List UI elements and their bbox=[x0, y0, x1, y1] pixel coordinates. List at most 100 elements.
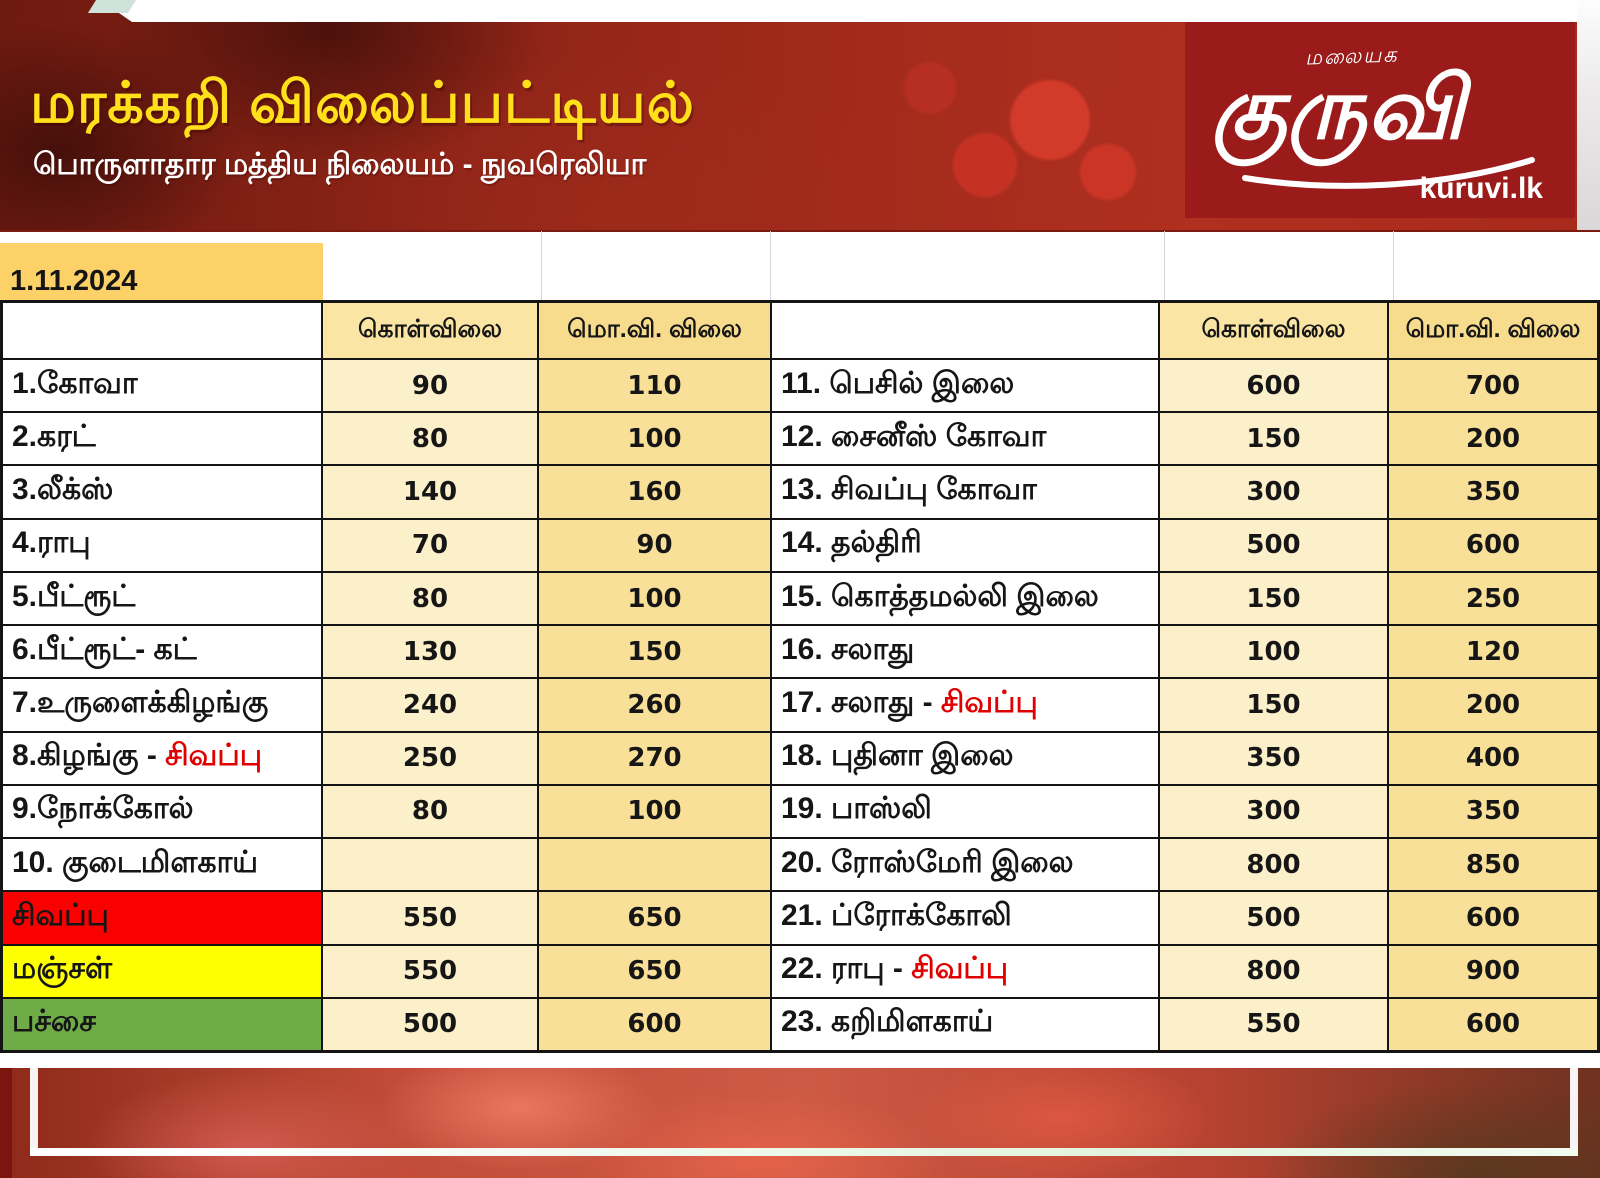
wholesale-price-cell: 260 bbox=[539, 679, 770, 731]
wholesale-price-cell: 400 bbox=[1389, 732, 1597, 784]
buy-price-cell bbox=[323, 839, 537, 891]
buy-price-cell: 500 bbox=[323, 998, 537, 1050]
wholesale-price-cell: 100 bbox=[539, 413, 770, 465]
buy-price-cell: 250 bbox=[323, 732, 537, 784]
buy-price-cell: 80 bbox=[323, 785, 537, 838]
wholesale-price-cell: 850 bbox=[1389, 839, 1597, 891]
item-name-cell: 21. ப்ரோக்கோலி bbox=[772, 892, 1158, 944]
buy-price-cell: 80 bbox=[323, 413, 537, 465]
buy-price-cell: 70 bbox=[323, 519, 537, 571]
right-buy-price-header: கொள்விலை bbox=[1160, 303, 1387, 358]
item-name-cell: 19. பாஸ்லி bbox=[772, 785, 1158, 838]
footer-dark-edge bbox=[0, 1068, 12, 1178]
item-name-cell: 2.கரட் bbox=[3, 413, 321, 465]
item-name-cell: சிவப்பு bbox=[3, 892, 321, 944]
wholesale-price-cell: 90 bbox=[539, 519, 770, 571]
footer-photo-band bbox=[0, 1068, 1600, 1178]
buy-price-cell: 800 bbox=[1160, 839, 1387, 891]
buy-price-cell: 500 bbox=[1160, 892, 1387, 944]
item-name-cell: 1.கோவா bbox=[3, 360, 321, 412]
buy-price-cell: 90 bbox=[323, 360, 537, 412]
logo-site-text: kuruvi.lk bbox=[1419, 172, 1543, 205]
logo-main-text: குருவி bbox=[1211, 58, 1465, 159]
buy-price-cell: 80 bbox=[323, 572, 537, 625]
buy-price-cell: 130 bbox=[323, 626, 537, 678]
page-subtitle: பொருளாதார மத்திய நிலையம் - நுவரெலியா bbox=[33, 148, 647, 181]
item-name-cell: 7.உருளைக்கிழங்கு bbox=[3, 679, 321, 731]
item-name-cell: 9.நோக்கோல் bbox=[3, 785, 321, 838]
wholesale-price-cell: 350 bbox=[1389, 466, 1597, 518]
item-name-cell: 11. பெசில் இலை bbox=[772, 360, 1158, 412]
buy-price-cell: 800 bbox=[1160, 945, 1387, 997]
wholesale-price-cell: 150 bbox=[539, 626, 770, 678]
wholesale-price-cell: 200 bbox=[1389, 679, 1597, 731]
wholesale-price-cell: 350 bbox=[1389, 785, 1597, 838]
left-wholesale-price-header: மொ.வி. விலை bbox=[539, 303, 770, 358]
footer-frame-right bbox=[1570, 1068, 1578, 1156]
buy-price-cell: 300 bbox=[1160, 466, 1387, 518]
wholesale-price-cell: 100 bbox=[539, 572, 770, 625]
buy-price-cell: 550 bbox=[1160, 998, 1387, 1050]
right-header-name-cell bbox=[772, 303, 1158, 358]
top-white-strip bbox=[100, 0, 1600, 22]
grid-guide-line bbox=[1393, 231, 1394, 300]
item-name-cell: 17. சலாது - சிவப்பு bbox=[772, 679, 1158, 731]
item-name-cell: மஞ்சள் bbox=[3, 945, 321, 997]
buy-price-cell: 550 bbox=[323, 945, 537, 997]
date-badge: 1.11.2024 bbox=[0, 243, 323, 302]
wholesale-price-cell: 600 bbox=[1389, 892, 1597, 944]
wholesale-price-cell: 160 bbox=[539, 466, 770, 518]
buy-price-cell: 240 bbox=[323, 679, 537, 731]
wholesale-price-cell: 600 bbox=[1389, 998, 1597, 1050]
right-wholesale-price-header: மொ.வி. விலை bbox=[1389, 303, 1597, 358]
wholesale-price-cell bbox=[539, 839, 770, 891]
item-name-cell: 3.லீக்ஸ் bbox=[3, 466, 321, 518]
item-name-cell: 14. தல்திரி bbox=[772, 519, 1158, 571]
item-name-cell: பச்சை bbox=[3, 998, 321, 1050]
buy-price-cell: 550 bbox=[323, 892, 537, 944]
footer-frame-bottom bbox=[30, 1148, 1578, 1156]
item-name-cell: 23. கறிமிளகாய் bbox=[772, 998, 1158, 1050]
buy-price-cell: 150 bbox=[1160, 679, 1387, 731]
item-name-cell: 12. சைனீஸ் கோவா bbox=[772, 413, 1158, 465]
buy-price-cell: 140 bbox=[323, 466, 537, 518]
wholesale-price-cell: 120 bbox=[1389, 626, 1597, 678]
left-header-name-cell bbox=[3, 303, 321, 358]
logo-swoosh-icon bbox=[1242, 157, 1535, 189]
teal-corner-sliver bbox=[87, 0, 137, 13]
buy-price-cell: 150 bbox=[1160, 572, 1387, 625]
item-name-cell: 16. சலாது bbox=[772, 626, 1158, 678]
item-name-cell: 15. கொத்தமல்லி இலை bbox=[772, 572, 1158, 625]
wholesale-price-cell: 600 bbox=[1389, 519, 1597, 571]
buy-price-cell: 150 bbox=[1160, 413, 1387, 465]
wholesale-price-cell: 200 bbox=[1389, 413, 1597, 465]
buy-price-cell: 600 bbox=[1160, 360, 1387, 412]
buy-price-cell: 350 bbox=[1160, 732, 1387, 784]
item-name-cell: 18. புதினா இலை bbox=[772, 732, 1158, 784]
item-name-cell: 13. சிவப்பு கோவா bbox=[772, 466, 1158, 518]
wholesale-price-cell: 100 bbox=[539, 785, 770, 838]
wholesale-price-cell: 650 bbox=[539, 945, 770, 997]
price-table: கொள்விலை மொ.வி. விலை கொள்விலை மொ.வி. வில… bbox=[0, 300, 1600, 1053]
grid-guide-line bbox=[770, 231, 771, 300]
buy-price-cell: 100 bbox=[1160, 626, 1387, 678]
wholesale-price-cell: 650 bbox=[539, 892, 770, 944]
wholesale-price-cell: 250 bbox=[1389, 572, 1597, 625]
footer-frame-left bbox=[30, 1068, 38, 1156]
item-name-cell: 5.பீட்ரூட் bbox=[3, 572, 321, 625]
kuruvi-logo: மலையக குருவி kuruvi.lk bbox=[1185, 22, 1575, 218]
grid-guide-line bbox=[1164, 231, 1165, 300]
right-light-strip bbox=[1577, 0, 1600, 230]
wholesale-price-cell: 270 bbox=[539, 732, 770, 784]
item-name-cell: 6.பீட்ரூட்- கட் bbox=[3, 626, 321, 678]
page-title: மரக்கறி விலைப்பட்டியல் bbox=[30, 71, 695, 135]
item-name-cell: 10. குடைமிளகாய் bbox=[3, 839, 321, 891]
grid-guide-line bbox=[541, 231, 542, 300]
wholesale-price-cell: 700 bbox=[1389, 360, 1597, 412]
wholesale-price-cell: 900 bbox=[1389, 945, 1597, 997]
item-name-cell: 4.ராபு bbox=[3, 519, 321, 571]
item-name-cell: 22. ராபு - சிவப்பு bbox=[772, 945, 1158, 997]
wholesale-price-cell: 110 bbox=[539, 360, 770, 412]
wholesale-price-cell: 600 bbox=[539, 998, 770, 1050]
